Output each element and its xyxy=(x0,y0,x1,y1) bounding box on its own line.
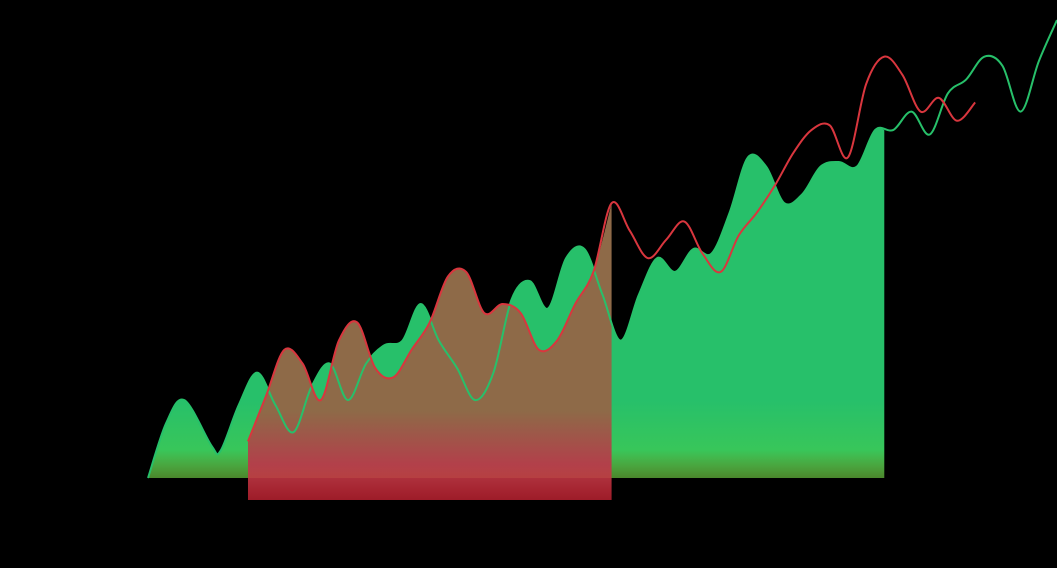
red-series-area xyxy=(247,203,612,500)
green-series-line xyxy=(147,19,1057,479)
red-series-line xyxy=(247,55,976,442)
